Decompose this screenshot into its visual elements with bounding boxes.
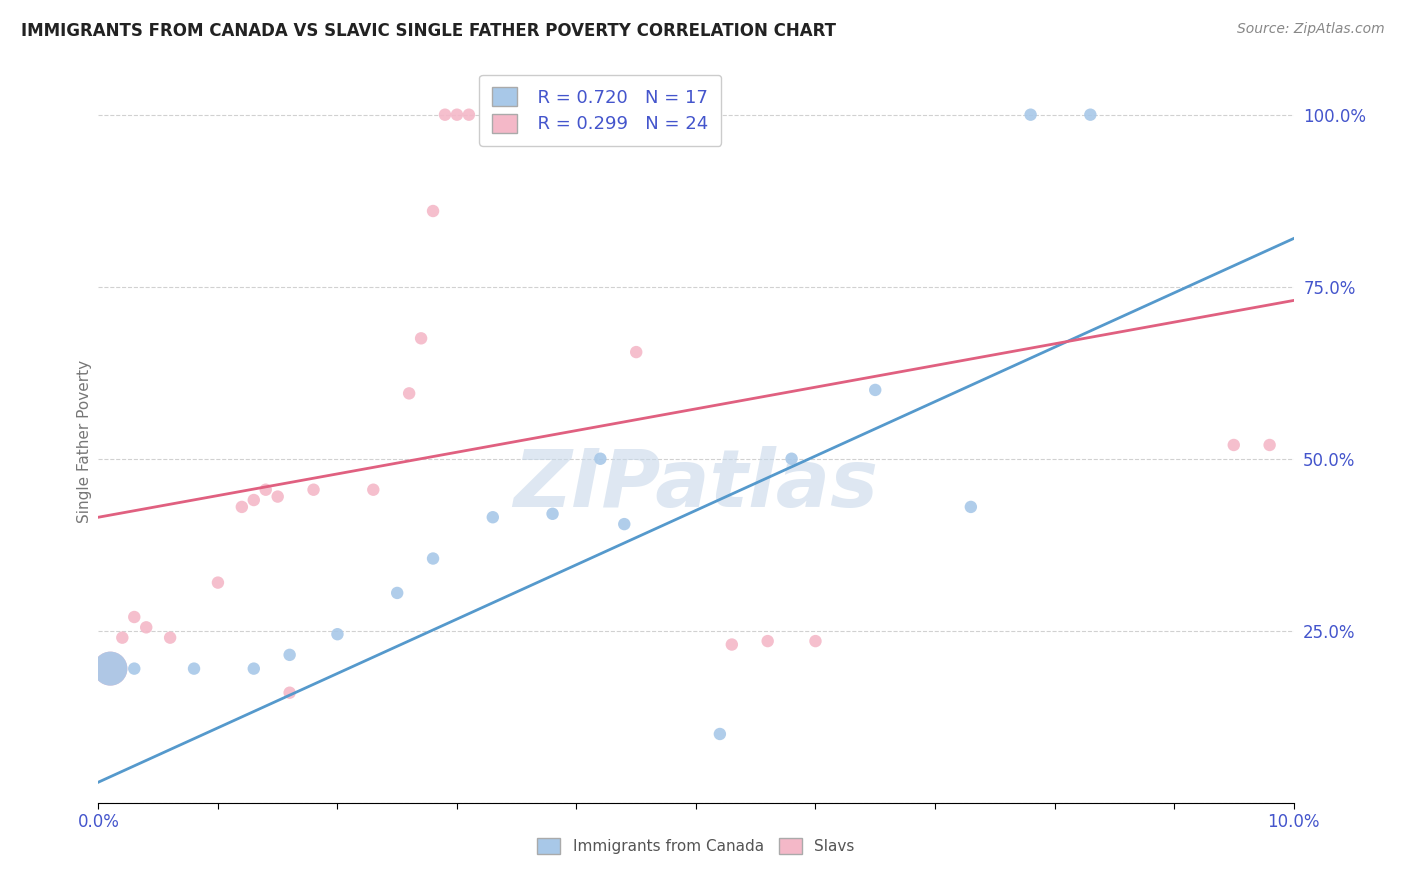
Point [613, 517, 636, 532]
Point [541, 507, 564, 521]
Point [1223, 438, 1246, 452]
Point [626, 345, 648, 359]
Legend: Immigrants from Canada, Slavs: Immigrants from Canada, Slavs [531, 832, 860, 860]
Point [98, 662, 122, 676]
Point [482, 510, 505, 524]
Point [1080, 108, 1102, 122]
Point [1019, 108, 1042, 122]
Point [780, 451, 803, 466]
Point [124, 610, 146, 624]
Point [422, 551, 444, 566]
Point [434, 108, 457, 122]
Point [804, 634, 827, 648]
Point [446, 108, 468, 122]
Point [865, 383, 887, 397]
Point [243, 493, 266, 508]
Point [124, 662, 146, 676]
Point [183, 662, 205, 676]
Text: ZIPatlas: ZIPatlas [513, 446, 879, 524]
Point [278, 648, 301, 662]
Point [363, 483, 385, 497]
Point [721, 638, 744, 652]
Point [385, 586, 409, 600]
Point [267, 490, 290, 504]
Point [135, 620, 157, 634]
Point [326, 627, 349, 641]
Point [411, 331, 433, 345]
Point [111, 631, 134, 645]
Point [302, 483, 325, 497]
Y-axis label: Single Father Poverty: Single Father Poverty [77, 360, 91, 523]
Point [709, 727, 731, 741]
Point [422, 204, 444, 219]
Text: Source: ZipAtlas.com: Source: ZipAtlas.com [1237, 22, 1385, 37]
Point [231, 500, 253, 514]
Point [398, 386, 420, 401]
Text: IMMIGRANTS FROM CANADA VS SLAVIC SINGLE FATHER POVERTY CORRELATION CHART: IMMIGRANTS FROM CANADA VS SLAVIC SINGLE … [21, 22, 837, 40]
Point [458, 108, 481, 122]
Point [756, 634, 779, 648]
Point [207, 575, 229, 590]
Point [254, 483, 277, 497]
Point [243, 662, 266, 676]
Point [98, 662, 122, 676]
Point [589, 451, 612, 466]
Point [159, 631, 181, 645]
Point [960, 500, 983, 514]
Point [278, 686, 301, 700]
Point [1258, 438, 1281, 452]
